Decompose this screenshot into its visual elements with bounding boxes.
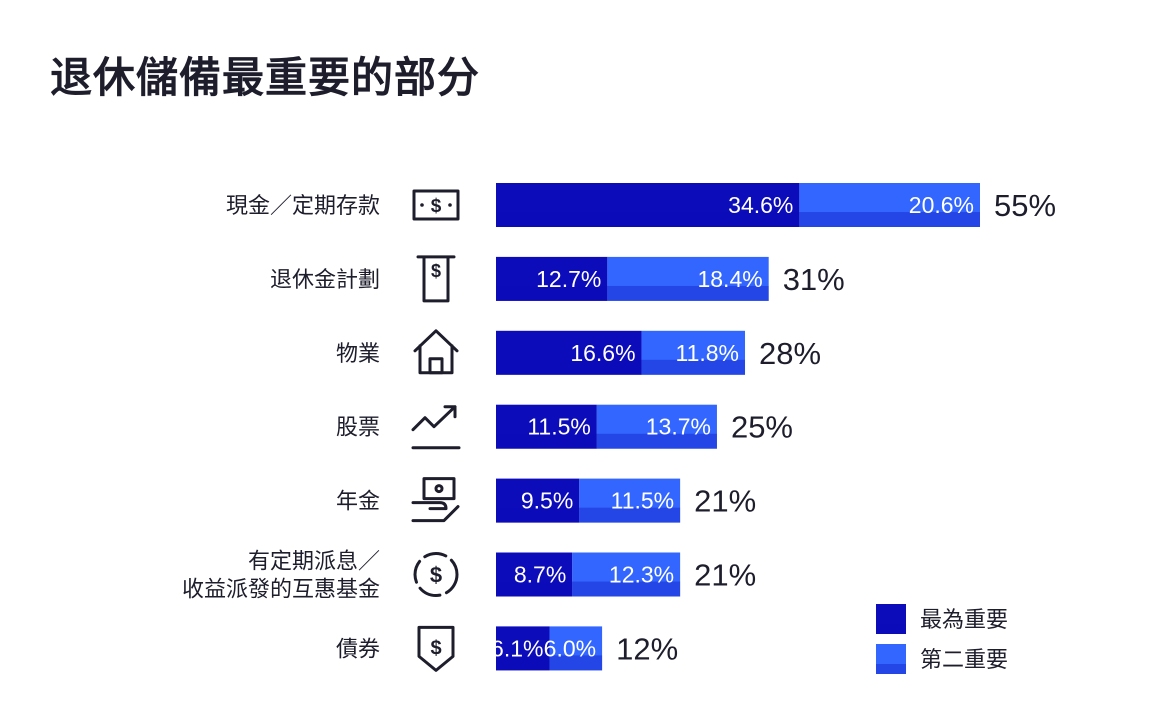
category-label: 有定期派息／收益派發的互惠基金 xyxy=(182,550,380,603)
svg-text:$: $ xyxy=(430,563,442,588)
category-label: 退休金計劃 xyxy=(270,268,380,293)
bar-segment-most-important xyxy=(496,330,642,375)
bar-segment-most-important xyxy=(496,478,580,523)
value-label-most-important: 16.6% xyxy=(570,340,635,366)
bar-segment-second-important xyxy=(596,404,717,449)
total-label: 28% xyxy=(759,336,821,371)
chart-title: 退休儲備最重要的部分 xyxy=(50,53,481,102)
bar-segment-most-important xyxy=(496,552,573,597)
legend-label: 最為重要 xyxy=(920,608,1008,633)
hand-money-icon xyxy=(411,477,460,523)
bar-shading xyxy=(496,507,681,523)
value-label-most-important: 11.5% xyxy=(527,414,591,440)
bar-segment-second-important xyxy=(572,552,681,597)
bar-segment-most-important xyxy=(496,256,608,301)
legend-label: 第二重要 xyxy=(920,648,1008,673)
bar-segment-second-important xyxy=(607,256,769,301)
value-label-second-important: 12.3% xyxy=(609,562,674,588)
value-label-second-important: 6.0% xyxy=(544,635,596,661)
legend-swatch-shading xyxy=(876,624,906,634)
category-label: 現金／定期存款 xyxy=(226,194,380,219)
house-icon xyxy=(413,329,459,375)
value-label-second-important: 11.8% xyxy=(675,340,739,366)
bar-segment-second-important xyxy=(549,626,603,671)
legend-swatch xyxy=(876,644,906,674)
category-label: 年金 xyxy=(336,490,380,515)
bar-shading xyxy=(496,433,717,449)
document-dollar-icon: $ xyxy=(416,255,456,303)
bar-shading xyxy=(496,285,769,301)
bar-segment-second-important xyxy=(579,478,681,523)
value-label-most-important: 34.6% xyxy=(728,192,793,218)
bar-shading xyxy=(496,655,603,671)
bar-row: 有定期派息／收益派發的互惠基金 $ 8.7% 12.3% 21% xyxy=(182,550,756,603)
bar-row: 現金／定期存款 $34.6% 20.6% 55% xyxy=(226,183,1056,227)
bar-shading xyxy=(496,212,980,227)
value-label-second-important: 13.7% xyxy=(646,414,711,440)
bar-shading xyxy=(496,359,746,375)
circular-dollar-icon: $ xyxy=(413,552,459,597)
bar-segment-most-important xyxy=(496,183,800,227)
bar-row: 股票 11.5% 13.7% 25% xyxy=(336,404,793,450)
category-label: 股票 xyxy=(336,416,380,441)
legend-swatch xyxy=(876,604,906,634)
bar-shading xyxy=(496,581,681,597)
value-label-most-important: 12.7% xyxy=(536,266,601,292)
value-label-second-important: 11.5% xyxy=(611,488,675,514)
value-label-most-important: 8.7% xyxy=(514,562,566,588)
svg-text:$: $ xyxy=(431,261,441,281)
cash-bill-icon: $ xyxy=(412,189,460,221)
trend-up-icon xyxy=(411,405,461,450)
shield-dollar-icon: $ xyxy=(417,625,455,672)
value-label-second-important: 20.6% xyxy=(909,192,974,218)
value-label-most-important: 9.5% xyxy=(521,488,573,514)
total-label: 12% xyxy=(616,631,678,666)
bar-segment-second-important xyxy=(799,183,980,227)
bar-row: 物業 16.6% 11.8% 28% xyxy=(336,329,821,375)
bar-segment-most-important xyxy=(496,626,550,671)
legend-swatch-shading xyxy=(876,664,906,674)
category-label: 債券 xyxy=(336,637,380,662)
value-label-most-important: 6.1% xyxy=(491,635,543,661)
total-label: 55% xyxy=(994,188,1056,223)
bar-row: 債券 $6.1% 6.0% 12% xyxy=(336,625,678,672)
bar-row: 年金 9.5% 11.5% 21% xyxy=(336,477,756,523)
svg-text:$: $ xyxy=(430,637,441,659)
bar-row: 退休金計劃 $12.7% 18.4% 31% xyxy=(270,255,845,303)
bar-segment-most-important xyxy=(496,404,597,449)
total-label: 31% xyxy=(783,262,845,297)
svg-text:$: $ xyxy=(431,196,442,217)
bar-segment-second-important xyxy=(641,330,746,375)
total-label: 25% xyxy=(731,410,793,445)
category-label: 物業 xyxy=(336,342,380,367)
value-label-second-important: 18.4% xyxy=(697,266,762,292)
total-label: 21% xyxy=(694,558,756,593)
total-label: 21% xyxy=(694,484,756,519)
